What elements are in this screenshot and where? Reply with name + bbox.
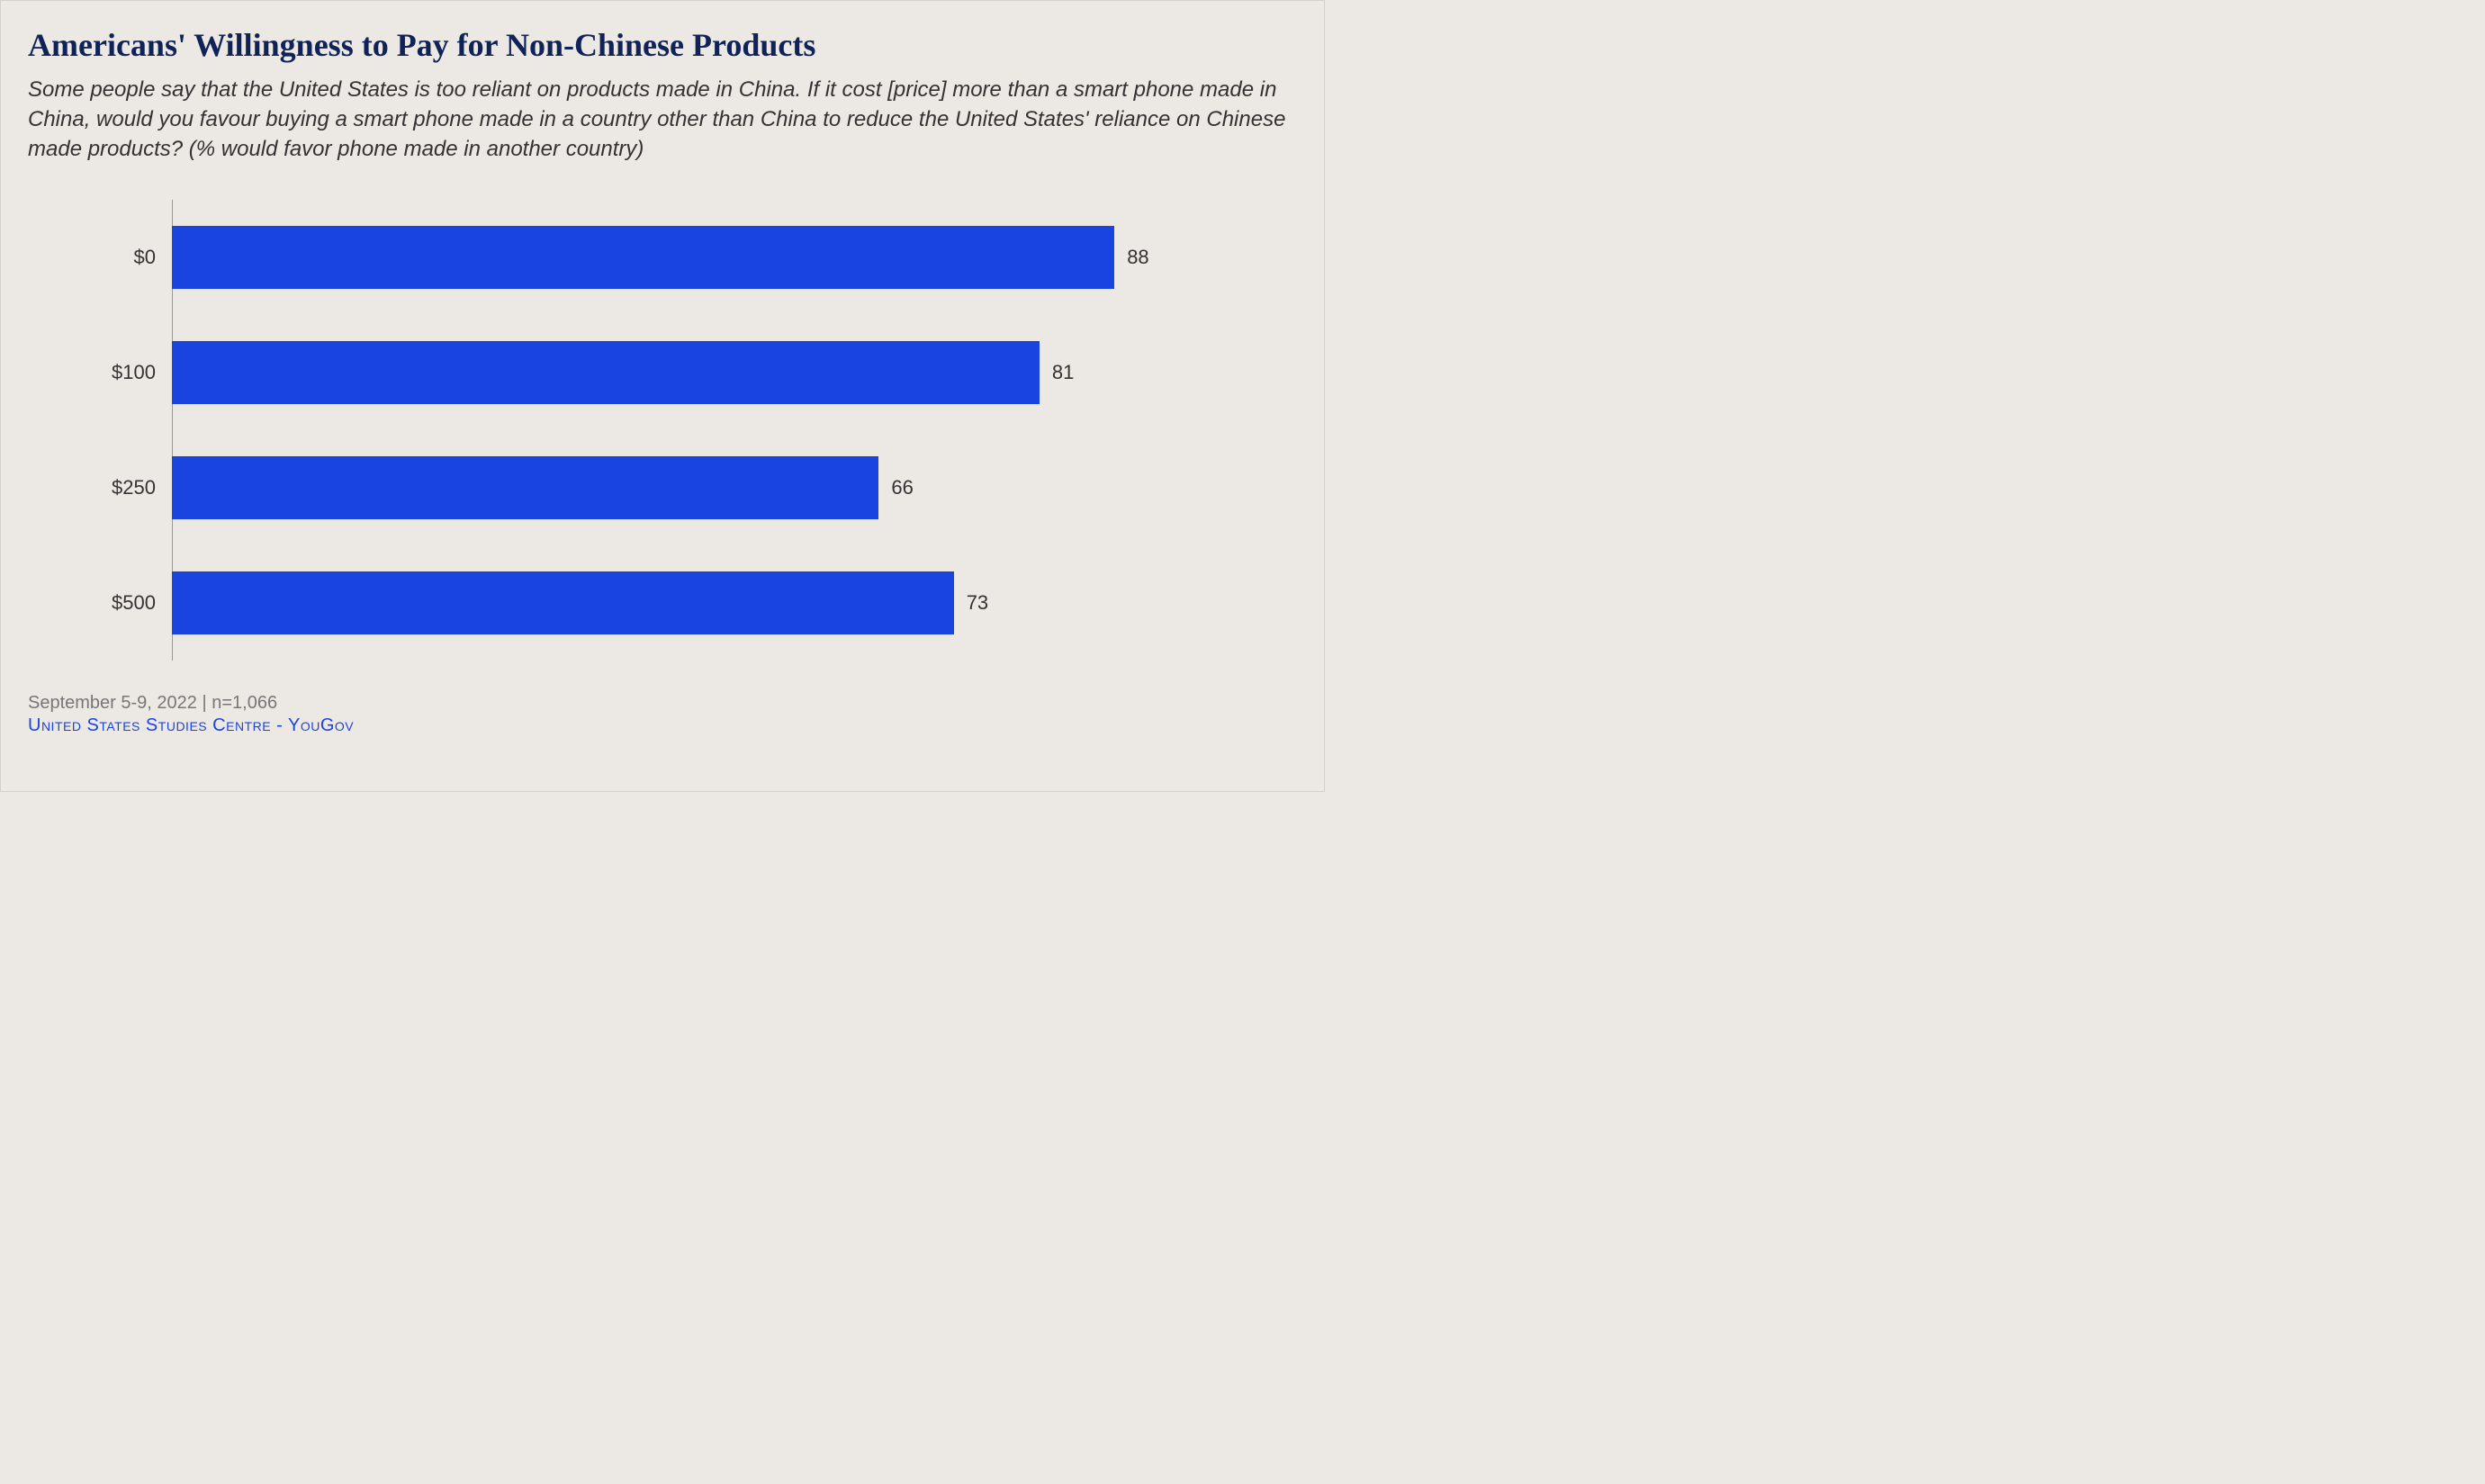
bar-value-label: 88 <box>1127 246 1148 269</box>
bar-row: $088 <box>100 200 1243 315</box>
bar-track: 66 <box>172 456 1243 519</box>
bar: 81 <box>172 341 1040 404</box>
bar-value-label: 73 <box>967 591 988 615</box>
y-axis-label: $500 <box>100 591 172 615</box>
bar: 66 <box>172 456 878 519</box>
bar-track: 73 <box>172 571 1243 634</box>
bar-value-label: 66 <box>891 476 913 499</box>
bar-track: 88 <box>172 226 1243 289</box>
bar-value-label: 81 <box>1052 361 1074 384</box>
bar-track: 81 <box>172 341 1243 404</box>
chart-footer: September 5-9, 2022 | n=1,066 United Sta… <box>28 693 1297 736</box>
bar-chart: $088$10081$25066$50073 <box>100 200 1243 661</box>
bar-row: $50073 <box>100 545 1243 661</box>
footer-source: United States Studies Centre - YouGov <box>28 715 1297 736</box>
footer-date-sample: September 5-9, 2022 | n=1,066 <box>28 693 1297 714</box>
y-axis-label: $250 <box>100 476 172 499</box>
bar-row: $25066 <box>100 430 1243 545</box>
y-axis-label: $100 <box>100 361 172 384</box>
bar: 73 <box>172 571 954 634</box>
bar-row: $10081 <box>100 315 1243 430</box>
chart-title: Americans' Willingness to Pay for Non-Ch… <box>28 26 1297 64</box>
y-axis-label: $0 <box>100 246 172 269</box>
bar: 88 <box>172 226 1114 289</box>
chart-subtitle: Some people say that the United States i… <box>28 75 1297 164</box>
